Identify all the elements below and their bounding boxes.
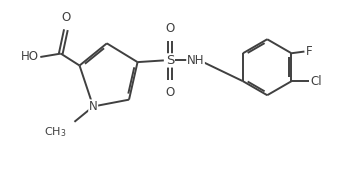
Text: O: O	[165, 22, 175, 35]
Text: NH: NH	[187, 54, 204, 67]
Text: S: S	[166, 54, 174, 67]
Text: F: F	[306, 45, 313, 58]
Text: CH$_3$: CH$_3$	[44, 125, 67, 139]
Text: HO: HO	[21, 51, 39, 63]
Text: O: O	[165, 86, 175, 99]
Text: Cl: Cl	[310, 75, 322, 88]
Text: N: N	[89, 100, 97, 113]
Text: O: O	[61, 10, 71, 24]
